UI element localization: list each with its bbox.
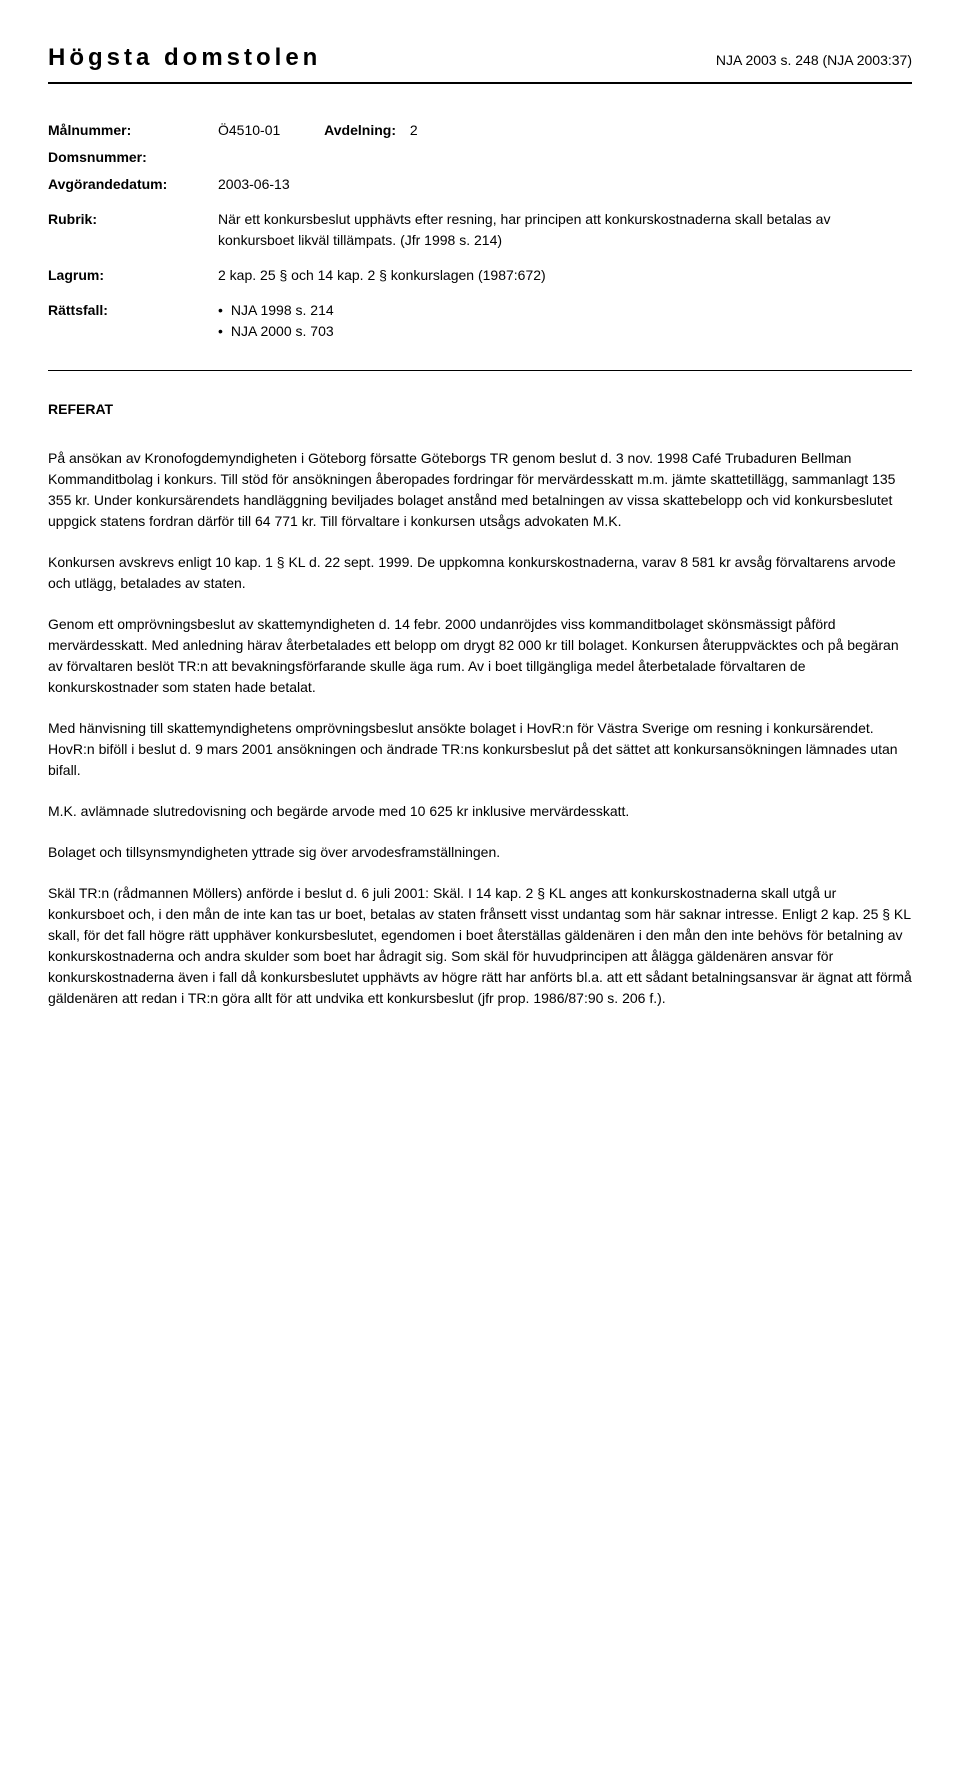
referat-paragraph: Bolaget och tillsynsmyndigheten yttrade … <box>48 842 912 863</box>
lagrum-label: Lagrum: <box>48 265 218 286</box>
rattsfall-row: Rättsfall: NJA 1998 s. 214NJA 2000 s. 70… <box>48 300 912 342</box>
lagrum-row: Lagrum: 2 kap. 25 § och 14 kap. 2 § konk… <box>48 265 912 286</box>
rubrik-label: Rubrik: <box>48 209 218 230</box>
court-name: Högsta domstolen <box>48 40 321 76</box>
malnummer-label: Målnummer: <box>48 120 218 141</box>
domsnummer-label: Domsnummer: <box>48 147 218 168</box>
rattsfall-value: NJA 1998 s. 214NJA 2000 s. 703 <box>218 300 912 342</box>
case-metadata: Målnummer: Ö4510-01 Avdelning: 2 Domsnum… <box>48 120 912 342</box>
section-divider <box>48 370 912 371</box>
avgorande-label: Avgörandedatum: <box>48 174 218 195</box>
malnummer-row: Målnummer: Ö4510-01 Avdelning: 2 <box>48 120 912 141</box>
referat-heading: REFERAT <box>48 399 912 420</box>
case-reference: NJA 2003 s. 248 (NJA 2003:37) <box>716 50 912 71</box>
referat-paragraph: På ansökan av Kronofogdemyndigheten i Gö… <box>48 448 912 532</box>
domsnummer-row: Domsnummer: <box>48 147 912 168</box>
referat-paragraph: Konkursen avskrevs enligt 10 kap. 1 § KL… <box>48 552 912 594</box>
rattsfall-item: NJA 1998 s. 214 <box>218 300 912 321</box>
avgorande-row: Avgörandedatum: 2003-06-13 <box>48 174 912 195</box>
avdelning-group: Avdelning: 2 <box>324 120 418 141</box>
malnummer-text: Ö4510-01 <box>218 122 280 138</box>
rattsfall-item: NJA 2000 s. 703 <box>218 321 912 342</box>
avdelning-label: Avdelning: <box>324 122 396 138</box>
rattsfall-label: Rättsfall: <box>48 300 218 321</box>
malnummer-value: Ö4510-01 Avdelning: 2 <box>218 120 912 141</box>
referat-paragraph: Med hänvisning till skattemyndighetens o… <box>48 718 912 781</box>
referat-body: På ansökan av Kronofogdemyndigheten i Gö… <box>48 448 912 1009</box>
avgorande-value: 2003-06-13 <box>218 174 912 195</box>
rubrik-row: Rubrik: När ett konkursbeslut upphävts e… <box>48 209 912 251</box>
avdelning-value: 2 <box>410 122 418 138</box>
referat-paragraph: Skäl TR:n (rådmannen Möllers) anförde i … <box>48 883 912 1009</box>
rattsfall-list: NJA 1998 s. 214NJA 2000 s. 703 <box>218 300 912 342</box>
referat-paragraph: M.K. avlämnade slutredovisning och begär… <box>48 801 912 822</box>
document-header: Högsta domstolen NJA 2003 s. 248 (NJA 20… <box>48 40 912 84</box>
referat-paragraph: Genom ett omprövningsbeslut av skattemyn… <box>48 614 912 698</box>
lagrum-value: 2 kap. 25 § och 14 kap. 2 § konkurslagen… <box>218 265 912 286</box>
rubrik-value: När ett konkursbeslut upphävts efter res… <box>218 209 858 251</box>
